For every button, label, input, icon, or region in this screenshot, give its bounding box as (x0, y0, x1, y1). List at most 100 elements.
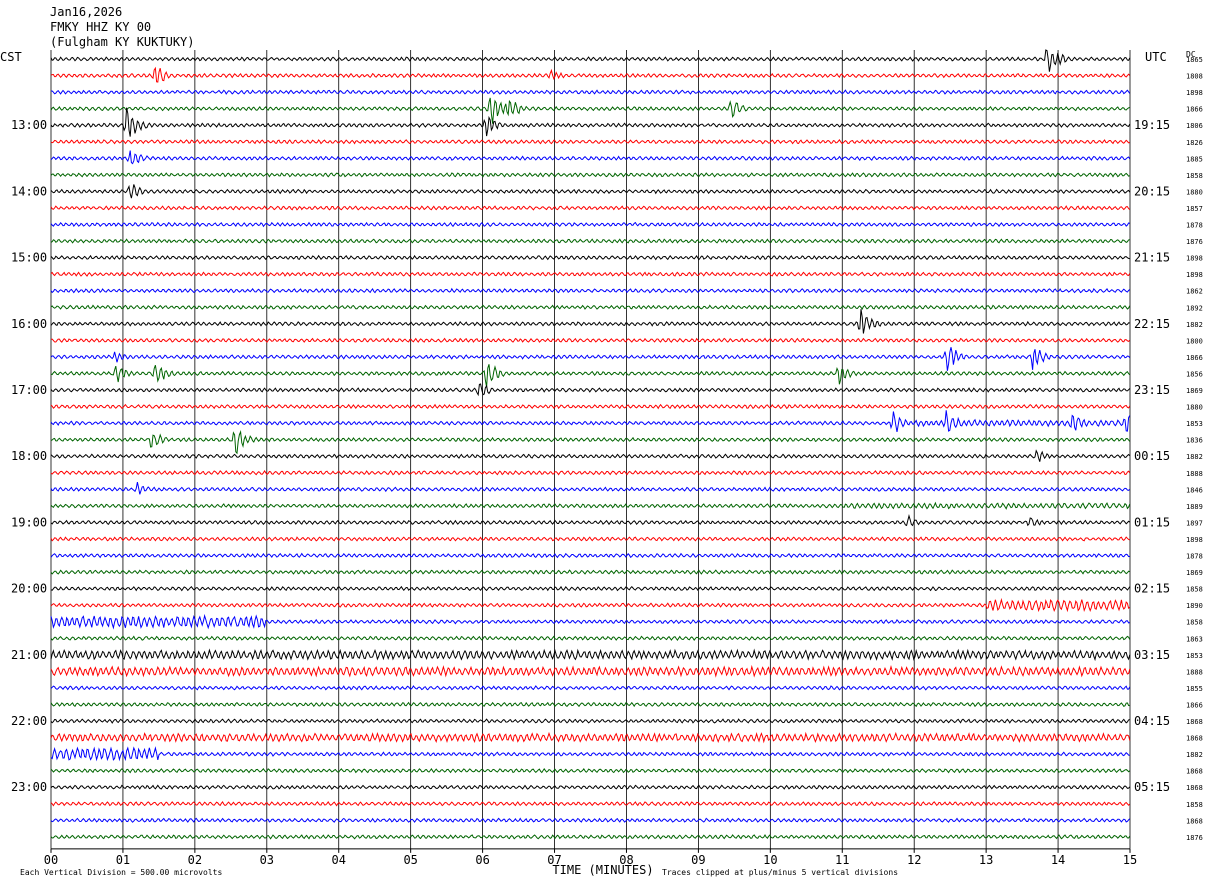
trace-row (50, 49, 1131, 72)
dc-offset-label: 1858 (1186, 619, 1203, 627)
cst-hour-label: 20:00 (11, 582, 47, 596)
trace-row (50, 648, 1131, 662)
trace-row (50, 364, 1131, 388)
x-axis-title: TIME (MINUTES) (552, 863, 653, 877)
trace-row (50, 481, 1131, 495)
trace-row (50, 834, 1131, 840)
dc-offset-label: 1800 (1186, 337, 1203, 345)
trace-row (50, 552, 1130, 559)
cst-hour-label: 18:00 (11, 449, 47, 463)
dc-offset-label: 1858 (1186, 172, 1203, 180)
dc-offset-label: 1898 (1186, 271, 1203, 279)
trace-row (50, 347, 1131, 371)
trace-row (50, 337, 1131, 344)
dc-column-header: DC (1186, 50, 1196, 59)
trace-row (50, 746, 1130, 762)
dc-offset-label: 1898 (1186, 255, 1203, 263)
dc-offset-label: 1846 (1186, 486, 1203, 494)
trace-row (50, 536, 1130, 542)
dc-offset-label: 1853 (1186, 420, 1203, 428)
x-tick-label: 05 (403, 853, 417, 867)
utc-hour-label: 03:15 (1134, 648, 1170, 662)
dc-offset-label: 1868 (1186, 718, 1203, 726)
cst-hour-label: 16:00 (11, 317, 47, 331)
dc-offset-label: 1898 (1186, 536, 1203, 544)
trace-row (50, 449, 1131, 462)
row-labels: 1865 1808 1898 1866 1806 1826 1885 1858 1880 1857… (11, 56, 1203, 842)
dc-offset-label: 1868 (1186, 784, 1203, 792)
trace-row (50, 635, 1131, 641)
trace-row (50, 238, 1130, 244)
date-label: Jan16,2026 (50, 5, 123, 19)
dc-offset-label: 1888 (1186, 668, 1203, 676)
dc-offset-label: 1897 (1186, 519, 1203, 527)
trace-row (50, 139, 1130, 145)
cst-hour-label: 13:00 (11, 118, 47, 132)
dc-offset-label: 1855 (1186, 685, 1203, 693)
location-label: (Fulgham KY KUKTUKY) (50, 35, 195, 49)
scale-note: Each Vertical Division = 500.00 microvol… (20, 868, 222, 877)
clip-note: Traces clipped at plus/minus 5 vertical … (662, 868, 898, 877)
trace-row (50, 429, 1131, 455)
dc-offset-label: 1878 (1186, 553, 1203, 561)
dc-offset-label: 1857 (1186, 205, 1203, 213)
utc-hour-label: 02:15 (1134, 582, 1170, 596)
trace-row (50, 767, 1131, 774)
cst-hour-label: 17:00 (11, 383, 47, 397)
trace-row (50, 501, 1131, 510)
dc-offset-label: 1858 (1186, 586, 1203, 594)
trace-row (50, 172, 1130, 178)
trace-row (50, 97, 1130, 124)
dc-offset-label: 1882 (1186, 453, 1203, 461)
trace-row (50, 514, 1131, 527)
utc-hour-label: 00:15 (1134, 449, 1170, 463)
trace-row (50, 254, 1130, 261)
trace-row (50, 664, 1131, 678)
cst-hour-label: 21:00 (11, 648, 47, 662)
x-tick-label: 04 (332, 853, 346, 867)
dc-offset-label: 1885 (1186, 155, 1203, 163)
dc-offset-label: 1806 (1186, 122, 1203, 130)
cst-hour-label: 22:00 (11, 714, 47, 728)
dc-offset-label: 1865 (1186, 56, 1203, 64)
dc-offset-label: 1862 (1186, 288, 1203, 296)
x-tick-label: 12 (907, 853, 921, 867)
trace-row (50, 383, 1131, 397)
trace-row (50, 718, 1130, 724)
x-tick-label: 08 (619, 853, 633, 867)
trace-row (51, 89, 1131, 95)
trace-row (50, 701, 1130, 708)
trace-row (50, 410, 1131, 432)
cst-hour-label: 14:00 (11, 184, 47, 198)
cst-hour-label: 23:00 (11, 780, 47, 794)
dc-offset-label: 1866 (1186, 106, 1203, 114)
trace-row (50, 184, 1131, 199)
dc-offset-label: 1853 (1186, 652, 1203, 660)
dc-offset-label: 1892 (1186, 304, 1203, 312)
trace-row (50, 800, 1131, 807)
dc-offset-label: 1863 (1186, 635, 1203, 643)
trace-row (50, 585, 1131, 592)
dc-offset-label: 1868 (1186, 817, 1203, 825)
time-grid (50, 50, 1131, 849)
time-axis: 00 01 02 03 04 05 06 07 08 09 10 11 12 13 14 15 (44, 848, 1137, 867)
cst-hour-label: 19:00 (11, 515, 47, 529)
dc-offset-label: 1836 (1186, 437, 1203, 445)
trace-row (50, 150, 1131, 165)
x-tick-label: 10 (763, 853, 777, 867)
trace-row (50, 597, 1131, 613)
x-tick-label: 07 (547, 853, 561, 867)
x-tick-label: 14 (1051, 853, 1065, 867)
dc-offset-label: 1869 (1186, 387, 1203, 395)
trace-row (50, 731, 1131, 744)
dc-offset-label: 1826 (1186, 139, 1203, 147)
dc-offset-label: 1880 (1186, 404, 1203, 412)
x-tick-label: 06 (475, 853, 489, 867)
left-timezone-label: CST (0, 50, 22, 64)
dc-offset-label: 1858 (1186, 801, 1203, 809)
utc-hour-label: 05:15 (1134, 780, 1170, 794)
trace-row (50, 403, 1131, 410)
x-tick-label: 11 (835, 853, 849, 867)
utc-hour-label: 21:15 (1134, 251, 1170, 265)
